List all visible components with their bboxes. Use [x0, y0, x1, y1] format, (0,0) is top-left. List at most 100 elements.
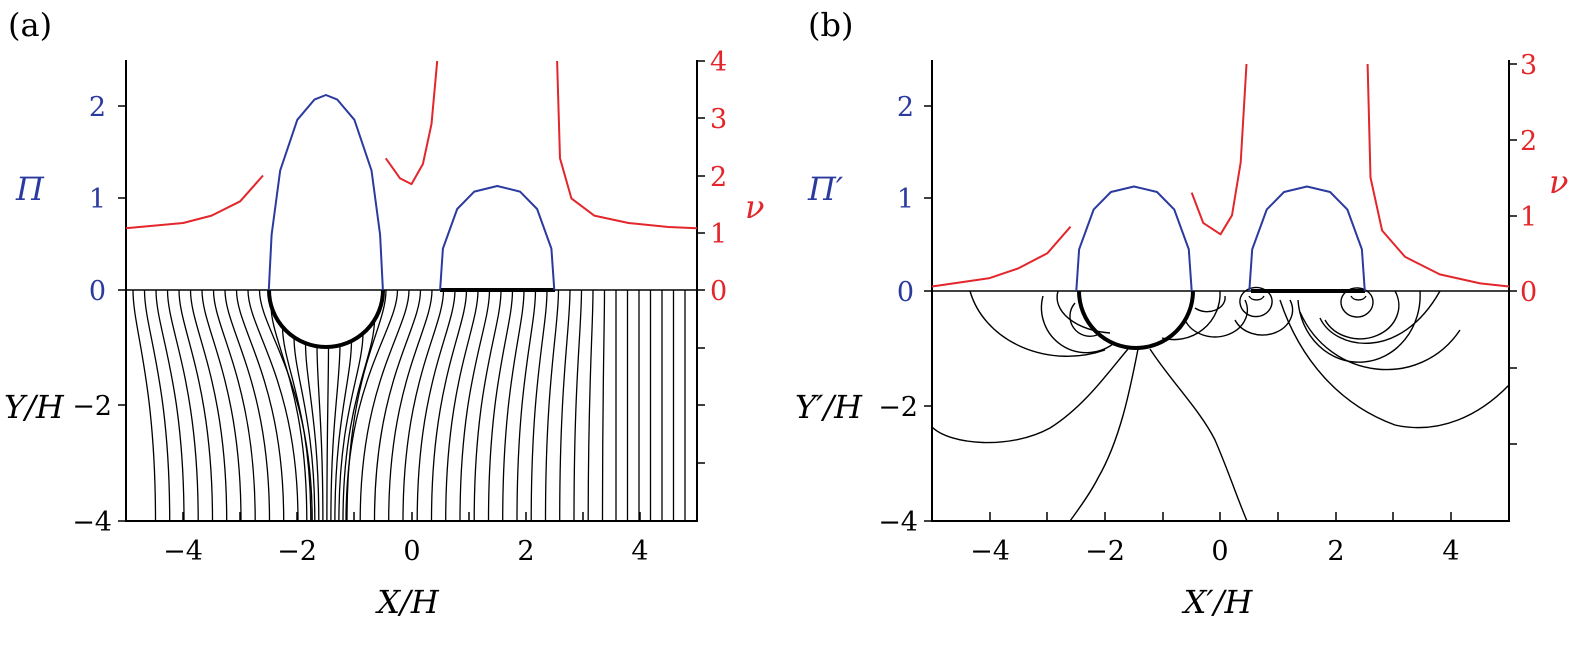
panel-b-xtick-0: 0	[1211, 536, 1228, 567]
nu-curve-4	[1366, 63, 1510, 288]
streamline	[330, 344, 341, 522]
panel-b-xtick-m2: −2	[1085, 536, 1125, 567]
panel-a-ytick-0: 0	[89, 276, 106, 307]
panel-a-y-label: Y/H	[4, 388, 65, 426]
streamline	[516, 289, 537, 522]
panel-b-contours	[931, 286, 1510, 522]
panel-a-xtick-4: 4	[631, 536, 648, 567]
panel-a-xtick-m4: −4	[163, 536, 203, 567]
streamline	[388, 289, 433, 522]
panel-b-y-label: Y′/H	[795, 388, 863, 426]
panel-a-xtick-m2: −2	[277, 536, 317, 567]
panel-a-rtick-0: 0	[710, 276, 727, 307]
streamline	[459, 289, 491, 522]
nu-curve-2	[931, 226, 1072, 288]
panel-a-label: (a)	[8, 6, 52, 44]
streamline	[270, 304, 308, 522]
streamline	[132, 289, 157, 522]
nu-curve-2	[125, 174, 264, 230]
panel-b-rtick-3: 3	[1520, 50, 1537, 81]
streamline	[530, 289, 548, 522]
panel-b-rtick-0: 0	[1520, 277, 1537, 308]
panel-b-ytick-m2: −2	[878, 392, 918, 423]
streamline	[293, 336, 316, 522]
panel-b-cylinder	[1077, 290, 1195, 350]
streamline	[430, 289, 468, 522]
panel-b-xtick-m4: −4	[970, 536, 1010, 567]
streamline	[334, 339, 353, 522]
streamline	[224, 289, 271, 522]
panel-a-bottom-ticks	[182, 512, 641, 521]
pi-curve-1	[1248, 185, 1366, 292]
panel-a-ytick-2: 2	[89, 92, 106, 123]
panel-a-streamlines	[132, 289, 686, 522]
panel-a-rtick-4: 4	[710, 47, 727, 78]
panel-a-rtick-3: 3	[710, 104, 727, 135]
panel-a-left-ticks	[118, 105, 126, 522]
streamline	[166, 289, 199, 522]
panel-a-cylinder	[267, 289, 385, 349]
panel-a-xtick-2: 2	[517, 536, 534, 567]
streamline	[345, 289, 399, 522]
streamline	[212, 289, 256, 522]
streamline	[281, 326, 312, 522]
streamline	[573, 289, 583, 522]
streamline	[304, 342, 320, 522]
panel-b-ytick-2: 2	[897, 92, 914, 123]
streamline	[178, 289, 214, 522]
nu-curve-3	[384, 60, 439, 186]
streamline	[487, 289, 514, 522]
streamline	[155, 289, 185, 522]
nu-curve-3	[1190, 63, 1248, 236]
panel-a-nu-label: ν	[745, 188, 764, 226]
streamline	[346, 289, 387, 522]
panel-b-nu-label: ν	[1549, 163, 1568, 201]
streamline	[445, 289, 479, 522]
streamline	[544, 289, 560, 522]
panel-b: (b) 2 1 0 −2 −4 3 2 1 0	[795, 6, 1568, 621]
streamline	[373, 289, 422, 522]
streamline	[601, 289, 606, 522]
panel-b-bottom-ticks	[989, 512, 1452, 521]
panel-a-xtick-0: 0	[403, 536, 420, 567]
streamline	[402, 289, 445, 522]
panel-b-ytick-0: 0	[897, 277, 914, 308]
panel-a-ytick-m4: −4	[72, 507, 112, 538]
streamline	[416, 289, 456, 522]
panel-b-label: (b)	[808, 6, 853, 44]
streamline	[502, 289, 525, 522]
panel-b-curves	[931, 63, 1510, 292]
panel-a: (a) 2 1 0 −2	[4, 6, 764, 621]
streamline	[342, 319, 376, 522]
panel-a-ytick-m2: −2	[72, 391, 112, 422]
streamline	[338, 332, 364, 522]
panel-b-ytick-1: 1	[897, 184, 914, 215]
streamline	[359, 289, 410, 522]
panel-a-right-ticks	[697, 60, 705, 464]
panel-b-x-label: X′/H	[1181, 583, 1254, 621]
panel-b-left-ticks	[924, 105, 932, 522]
panel-b-pi-label: Π′	[807, 170, 844, 208]
streamline	[189, 289, 228, 522]
panel-b-rtick-2: 2	[1520, 126, 1537, 157]
streamline	[201, 289, 242, 522]
streamline	[143, 289, 171, 522]
streamline	[473, 289, 502, 522]
panel-b-rtick-1: 1	[1520, 202, 1537, 233]
streamline	[316, 345, 324, 522]
streamline	[326, 345, 330, 522]
panel-a-curves	[125, 60, 698, 291]
panel-b-xtick-2: 2	[1327, 536, 1344, 567]
panel-b-right-ticks	[1509, 63, 1517, 445]
panel-a-pi-label: Π	[15, 170, 45, 208]
pi-curve-1	[439, 185, 556, 291]
panel-b-xtick-4: 4	[1442, 536, 1459, 567]
panel-a-rtick-2: 2	[710, 162, 727, 193]
panel-a-x-label: X/H	[374, 583, 440, 621]
panel-a-ytick-1: 1	[89, 184, 106, 215]
streamline	[559, 289, 571, 522]
nu-curve-4	[556, 60, 698, 230]
panel-a-rtick-1: 1	[710, 219, 727, 250]
streamline	[235, 289, 285, 522]
